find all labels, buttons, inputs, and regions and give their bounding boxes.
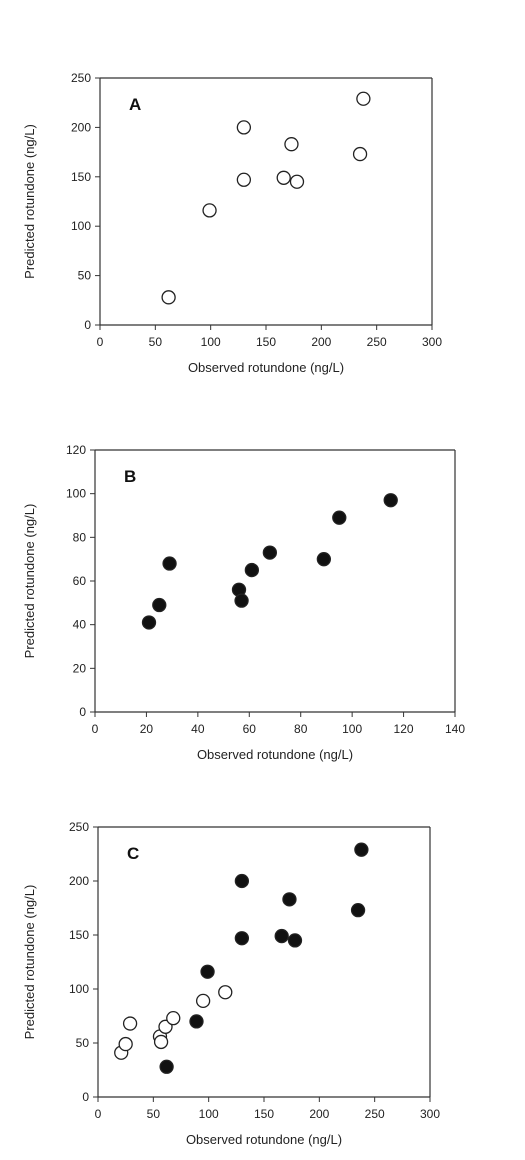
y-tick-label: 120 xyxy=(66,443,86,457)
data-point-open xyxy=(153,1034,169,1050)
data-point-open xyxy=(236,172,252,187)
y-tick-label: 20 xyxy=(73,661,87,675)
y-tick-label: 100 xyxy=(71,219,91,233)
y-tick-label: 50 xyxy=(78,269,92,283)
data-point-open xyxy=(236,120,252,135)
y-tick-label: 250 xyxy=(69,820,89,834)
data-point-open xyxy=(276,170,291,185)
y-tick-label: 0 xyxy=(84,318,91,332)
y-tick-label: 250 xyxy=(71,71,91,85)
data-point-filled xyxy=(141,615,157,630)
x-tick-label: 300 xyxy=(422,335,442,349)
data-point-open xyxy=(218,985,233,1000)
panel-label: A xyxy=(129,95,141,114)
data-point-filled xyxy=(316,552,332,567)
x-tick-label: 0 xyxy=(95,1107,102,1121)
data-point-filled xyxy=(244,562,260,578)
data-point-filled xyxy=(162,556,177,571)
x-tick-label: 150 xyxy=(256,335,276,349)
data-point-filled xyxy=(262,545,278,560)
y-tick-label: 100 xyxy=(66,487,86,501)
data-point-open xyxy=(122,1016,138,1031)
y-axis-title: Predicted rotundone (ng/L) xyxy=(22,885,37,1040)
x-tick-label: 150 xyxy=(254,1107,274,1121)
x-tick-label: 50 xyxy=(149,335,163,349)
x-tick-label: 140 xyxy=(445,722,465,736)
y-tick-label: 40 xyxy=(73,618,87,632)
x-tick-label: 250 xyxy=(367,335,387,349)
data-point-open xyxy=(166,1011,181,1026)
y-tick-label: 0 xyxy=(79,705,86,719)
x-tick-label: 120 xyxy=(394,722,414,736)
y-axis-title: Predicted rotundone (ng/L) xyxy=(22,504,37,659)
y-tick-label: 60 xyxy=(73,574,87,588)
x-tick-label: 100 xyxy=(342,722,362,736)
y-tick-label: 50 xyxy=(76,1036,90,1050)
data-point-filled xyxy=(152,597,167,613)
data-point-open xyxy=(352,146,368,162)
data-point-open xyxy=(289,174,305,189)
x-tick-label: 0 xyxy=(97,335,104,349)
data-point-open xyxy=(202,203,217,218)
x-tick-label: 100 xyxy=(201,335,221,349)
x-tick-label: 0 xyxy=(92,722,99,736)
x-tick-label: 50 xyxy=(147,1107,161,1121)
data-point-open xyxy=(118,1036,133,1052)
data-point-filled xyxy=(189,1014,204,1029)
y-tick-label: 0 xyxy=(82,1090,89,1104)
x-tick-label: 200 xyxy=(311,335,331,349)
data-point-open xyxy=(161,290,176,305)
data-point-filled xyxy=(383,493,398,508)
data-point-filled xyxy=(274,928,289,944)
x-tick-label: 100 xyxy=(199,1107,219,1121)
x-axis-title: Observed rotundone (ng/L) xyxy=(188,360,344,375)
data-point-filled xyxy=(350,903,366,918)
panel-b-chart: 0 20 40 60 80 100 120 140 0 20 40 60 80 100 120 Observe… xyxy=(22,443,465,762)
data-point-filled xyxy=(159,1059,174,1074)
y-tick-label: 150 xyxy=(69,928,89,942)
data-point-open xyxy=(195,993,211,1009)
x-tick-label: 20 xyxy=(140,722,154,736)
panel-a-chart: 0 50 100 150 200 250 300 0 50 100 150 200 250 Observe… xyxy=(22,71,442,375)
data-point-filled xyxy=(332,510,347,525)
panel-label: B xyxy=(124,467,136,486)
data-point-open xyxy=(284,137,299,152)
x-axis-title: Observed rotundone (ng/L) xyxy=(197,747,353,762)
x-tick-label: 40 xyxy=(191,722,205,736)
data-point-filled xyxy=(234,931,250,946)
y-tick-label: 100 xyxy=(69,982,89,996)
x-axis-title: Observed rotundone (ng/L) xyxy=(186,1132,342,1147)
y-tick-label: 200 xyxy=(71,120,91,134)
panel-label: C xyxy=(127,844,139,863)
y-tick-label: 150 xyxy=(71,170,91,184)
y-axis-title: Predicted rotundone (ng/L) xyxy=(22,124,37,279)
panel-c-chart: 0 50 100 150 200 250 300 0 50 100 150 200 250 Observe… xyxy=(22,820,440,1147)
data-point-filled xyxy=(282,892,297,907)
x-tick-label: 60 xyxy=(243,722,257,736)
data-point-filled xyxy=(287,933,303,948)
y-tick-label: 80 xyxy=(73,530,87,544)
x-tick-label: 250 xyxy=(365,1107,385,1121)
data-point-filled xyxy=(354,842,369,857)
x-tick-label: 200 xyxy=(309,1107,329,1121)
y-tick-label: 200 xyxy=(69,874,89,888)
data-point-filled xyxy=(200,964,215,979)
data-point-filled xyxy=(234,873,250,889)
data-point-open xyxy=(356,91,371,106)
x-tick-label: 80 xyxy=(294,722,308,736)
data-point-filled xyxy=(234,593,249,608)
x-tick-label: 300 xyxy=(420,1107,440,1121)
